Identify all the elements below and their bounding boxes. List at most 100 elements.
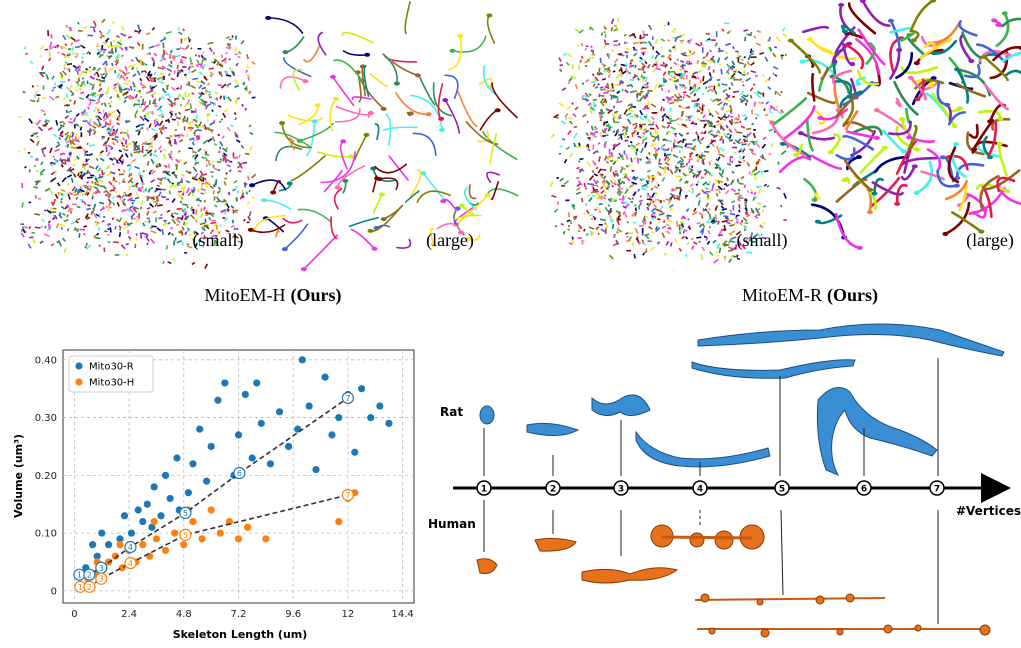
fragment	[666, 116, 670, 118]
fragment	[580, 159, 584, 160]
fragment	[597, 181, 598, 183]
fragment	[723, 116, 727, 117]
fragment	[601, 169, 606, 170]
fragment	[598, 72, 600, 75]
fragment	[37, 100, 39, 102]
fragment	[731, 73, 735, 77]
fragment	[74, 158, 78, 160]
fragment	[740, 99, 744, 101]
fragment	[19, 117, 22, 118]
branch	[276, 231, 279, 237]
fragment	[732, 119, 733, 123]
fragment	[647, 171, 650, 172]
fragment	[94, 187, 97, 188]
fragment	[213, 167, 218, 170]
fragment	[693, 139, 697, 141]
fragment	[103, 43, 108, 45]
fragment	[642, 243, 646, 245]
fragment	[694, 102, 695, 107]
fragment	[757, 95, 761, 99]
fragment	[781, 205, 782, 207]
fragment	[90, 100, 96, 101]
fragment	[589, 60, 590, 62]
fragment	[110, 201, 111, 204]
branch	[822, 68, 828, 79]
fragment	[21, 233, 24, 237]
fragment	[612, 90, 615, 91]
fragment	[192, 192, 193, 196]
blob	[1004, 189, 1010, 193]
fragment	[670, 170, 672, 174]
fragment	[656, 192, 657, 195]
fragment	[30, 100, 35, 101]
fragment	[242, 104, 243, 107]
trend-marker-label: 6	[237, 469, 242, 478]
fragment	[100, 186, 104, 187]
fragment	[625, 42, 626, 44]
blob	[376, 177, 382, 181]
x-tick-label: 4.8	[176, 609, 192, 620]
fragment	[643, 253, 645, 255]
fragment	[604, 182, 607, 184]
fragment	[704, 236, 707, 237]
fragment	[170, 156, 171, 158]
fragment	[696, 237, 701, 238]
fragment	[701, 113, 703, 114]
fragment	[602, 79, 606, 80]
branch	[285, 37, 303, 52]
fragment	[598, 233, 599, 235]
fragment	[741, 176, 744, 178]
fragment	[756, 171, 760, 174]
fragment	[159, 81, 164, 83]
fragment	[150, 170, 153, 171]
fragment	[598, 169, 601, 173]
fragment	[612, 49, 613, 52]
fragment	[738, 161, 741, 162]
fragment	[640, 91, 643, 92]
fragment	[151, 231, 156, 233]
fragment	[729, 135, 731, 140]
fragment	[182, 204, 188, 205]
fragment	[24, 148, 25, 151]
fragment	[692, 246, 694, 250]
fragment	[171, 233, 173, 235]
fragment	[107, 173, 112, 175]
fragment	[153, 154, 158, 157]
fragment	[139, 124, 145, 125]
fragment	[136, 57, 138, 61]
blob	[793, 153, 799, 157]
fragment	[705, 124, 706, 126]
blob	[372, 247, 378, 251]
fragment	[226, 147, 228, 150]
fragment	[652, 232, 654, 233]
fragment	[760, 225, 763, 228]
fragment	[690, 184, 693, 187]
fragment	[591, 50, 592, 52]
branch	[812, 74, 814, 100]
fragment	[763, 222, 766, 223]
fragment	[176, 49, 179, 50]
fragment	[709, 226, 710, 229]
fragment	[730, 116, 733, 117]
fragment	[171, 115, 172, 118]
fragment	[147, 243, 148, 246]
blob	[426, 112, 432, 116]
fragment	[99, 202, 104, 203]
y-tick-label: 0.30	[35, 413, 57, 424]
scatter-point	[162, 472, 169, 479]
fragment	[739, 155, 741, 159]
fragment	[245, 154, 250, 155]
fragment	[171, 78, 174, 79]
fragment	[175, 113, 176, 116]
fragment	[124, 209, 129, 211]
branch	[304, 235, 337, 269]
fragment	[667, 132, 668, 135]
scatter-point	[335, 414, 342, 421]
fragment	[221, 119, 223, 120]
fragment	[152, 57, 155, 62]
fragment	[167, 178, 170, 183]
fragment	[601, 110, 602, 112]
fragment	[631, 184, 634, 187]
fragment	[748, 143, 750, 146]
blob	[440, 199, 446, 203]
